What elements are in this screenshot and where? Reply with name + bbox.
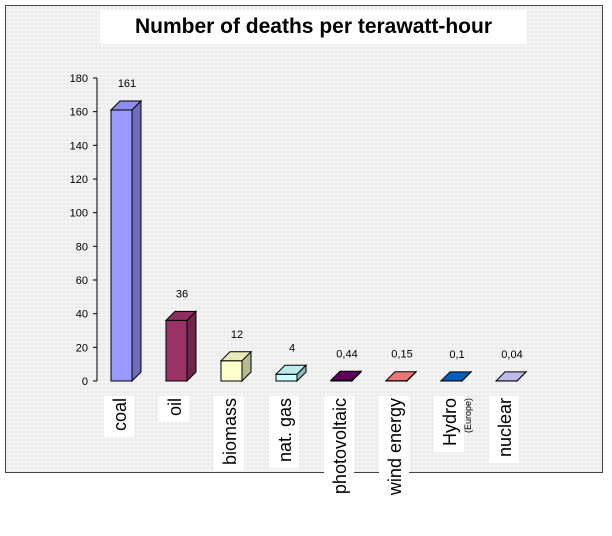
- bar-side-face: [406, 370, 417, 383]
- x-tick-label-bg: [379, 396, 409, 503]
- x-tick-label-bg: [269, 396, 299, 469]
- x-tick-label: oil: [165, 398, 185, 416]
- x-tick-label: coal: [110, 398, 130, 431]
- data-label: 4: [289, 342, 295, 354]
- x-tick-label: biomass: [220, 398, 240, 465]
- y-tick-label: 120: [70, 174, 88, 186]
- data-label: 12: [231, 329, 243, 341]
- bar-side-face: [296, 364, 307, 383]
- x-category-label-group: nat. gas: [269, 396, 299, 469]
- data-label: 36: [176, 288, 188, 300]
- x-tick-label-bg: [434, 396, 464, 453]
- x-tick-label-bg: [324, 396, 354, 501]
- bar-side-face: [241, 350, 252, 383]
- x-tick-label: wind energy: [385, 398, 405, 496]
- data-label: 0,04: [501, 349, 522, 361]
- x-category-label-group: biomass: [214, 396, 244, 472]
- x-category-label-group: photovoltaic: [324, 396, 354, 501]
- x-tick-label: nuclear: [495, 398, 515, 457]
- y-tick-label: 0: [82, 376, 88, 388]
- x-tick-label-bg: [489, 396, 519, 464]
- data-label: 0,1: [449, 349, 464, 361]
- x-category-label-group: Hydro (Europe): [434, 396, 473, 453]
- y-tick-label: 160: [70, 107, 88, 119]
- chart-frame: [5, 5, 603, 473]
- x-tick-label-bg: [214, 396, 244, 472]
- y-tick-label: 100: [70, 208, 88, 220]
- data-label: 0,15: [391, 349, 412, 361]
- chart-title: Number of deaths per terawatt-hour: [100, 10, 527, 44]
- x-category-label-group: wind energy: [379, 396, 409, 503]
- x-tick-label-bg: [104, 396, 134, 438]
- bar-side-face: [186, 310, 197, 383]
- x-category-label-group: oil: [159, 396, 189, 423]
- bar-side-face: [351, 370, 362, 383]
- bar-side-face: [516, 370, 527, 383]
- x-tick-note: (Europe): [463, 398, 473, 433]
- data-label: 0,44: [336, 348, 357, 360]
- bar-side-face: [461, 370, 472, 383]
- x-category-label-group: nuclear: [489, 396, 519, 464]
- bar: [165, 319, 188, 382]
- bar: [220, 360, 243, 382]
- data-label: 161: [118, 78, 136, 90]
- bar-side-face: [131, 99, 142, 383]
- x-tick-label-bg: [159, 396, 189, 423]
- y-tick-label: 60: [76, 275, 88, 287]
- x-category-label-group: coal: [104, 396, 134, 438]
- y-tick-label: 40: [76, 309, 88, 321]
- x-tick-label: nat. gas: [275, 398, 295, 462]
- y-tick-label: 180: [70, 73, 88, 85]
- y-tick-label: 80: [76, 241, 88, 253]
- x-tick-label: Hydro: [440, 398, 460, 446]
- x-tick-label: photovoltaic: [330, 398, 350, 494]
- y-tick-label: 20: [76, 342, 88, 354]
- bar: [110, 109, 133, 382]
- y-tick-label: 140: [70, 140, 88, 152]
- bar: [275, 373, 298, 382]
